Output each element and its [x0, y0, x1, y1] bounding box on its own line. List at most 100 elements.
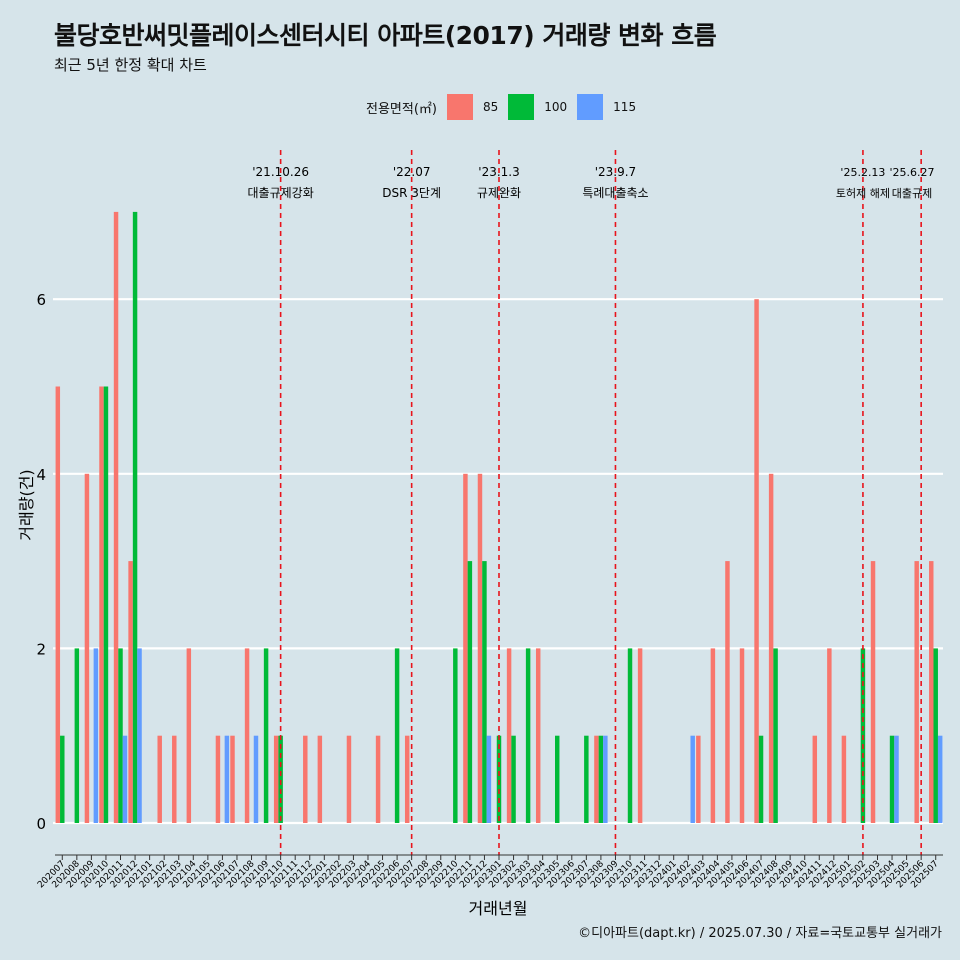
annotations: '21.10.26 대출규제강화 '22.07 DSR 3단계 '23.1.3 규제완화 '…	[248, 150, 935, 855]
bar-115-202504	[894, 735, 899, 823]
legend-swatch-100	[508, 94, 535, 120]
bar-100-202212	[482, 561, 487, 823]
bar-85-202407	[754, 299, 759, 823]
bar-85-202308	[594, 735, 599, 823]
x-axis: 2020072020082020092020102020112020122021…	[36, 854, 943, 890]
bar-85-202212	[477, 473, 483, 823]
legend-item-115: 115	[577, 94, 636, 120]
bar-85-202501	[841, 735, 847, 823]
bar-85-202406	[739, 648, 745, 823]
bar-100-202308	[598, 735, 604, 823]
legend: 전용면적(㎡) 85 100 115	[366, 94, 646, 120]
bar-85-202207	[404, 735, 410, 823]
event-date: '25.2.13	[840, 166, 885, 179]
bar-85-202311	[637, 648, 643, 823]
y-tick-label: 4	[36, 466, 46, 484]
event-date: '23.9.7	[595, 165, 636, 179]
bar-85-202110	[273, 735, 279, 823]
bar-85-202112	[303, 735, 308, 823]
bar-85-202102	[157, 735, 162, 823]
bar-100-202310	[627, 648, 633, 823]
legend-label-100: 100	[544, 100, 568, 114]
bar-85-202010	[99, 386, 104, 823]
bar-85-202304	[535, 648, 541, 823]
bar-115-202012	[137, 648, 142, 823]
bar-115-202507	[937, 735, 943, 823]
bar-85-202403	[696, 735, 701, 823]
bar-85-202104	[186, 648, 192, 823]
event-label: 대출규제	[892, 187, 932, 200]
bar-115-202212	[486, 735, 492, 823]
y-axis-title: 거래량(건)	[17, 469, 36, 540]
y-tick-label: 2	[36, 640, 46, 658]
event-date: '23.1.3	[478, 165, 519, 179]
bar-85-202011	[113, 211, 119, 823]
legend-label-85: 85	[482, 100, 499, 114]
bar-85-202507	[929, 561, 934, 823]
event-label: 규제완화	[477, 186, 521, 200]
y-axis: 0 2 4 6	[36, 291, 46, 833]
bar-100-202012	[132, 211, 138, 823]
bar-100-202008	[74, 648, 80, 823]
bar-85-202108	[244, 648, 250, 823]
bar-100-202109	[263, 648, 269, 823]
event-date: '21.10.26	[252, 165, 309, 179]
legend-item-100: 100	[508, 94, 567, 120]
bar-85-202412	[827, 648, 832, 823]
event-date: '25.6.27	[889, 166, 934, 179]
bar-100-202302	[511, 735, 516, 823]
bar-85-202106	[215, 735, 221, 823]
bar-100-202507	[933, 648, 938, 823]
bar-100-202408	[773, 648, 778, 823]
bar-100-202210	[453, 648, 458, 823]
bar-85-202411	[812, 735, 818, 823]
bar-85-202203	[346, 735, 352, 823]
bar-100-202011	[118, 648, 123, 823]
bar-85-202009	[84, 473, 90, 823]
legend-item-85: 85	[446, 94, 499, 120]
event-label: DSR 3단계	[382, 186, 441, 200]
y-tick-label: 0	[36, 815, 46, 833]
chart-subtitle: 최근 5년 한정 확대 차트	[54, 56, 207, 74]
bar-100-202301	[496, 735, 502, 823]
bar-85-202012	[128, 561, 133, 823]
bar-115-202009	[93, 648, 99, 823]
bar-115-202402	[690, 735, 695, 823]
event-date: '22.07	[393, 165, 431, 179]
bar-85-202211	[463, 473, 468, 823]
x-axis-title: 거래년월	[469, 899, 528, 918]
bar-100-202211	[467, 561, 473, 823]
bar-115-202308	[603, 735, 608, 823]
bar-115-202106	[224, 735, 230, 823]
bar-115-202108	[253, 735, 259, 823]
legend-label-115: 115	[613, 100, 637, 114]
bar-100-202110	[278, 735, 283, 823]
bar-85-202404	[710, 648, 716, 823]
y-tick-label: 6	[36, 291, 46, 309]
bar-85-202205	[375, 735, 381, 823]
bar-85-202201	[317, 735, 323, 823]
bar-85-202107	[230, 735, 235, 823]
bar-100-202007	[60, 735, 65, 823]
legend-swatch-85	[446, 94, 473, 120]
bar-100-202303	[525, 648, 531, 823]
bar-100-202010	[103, 386, 109, 823]
bar-100-202305	[554, 735, 560, 823]
bar-85-202007	[55, 386, 61, 823]
grid-lines	[53, 298, 943, 825]
bar-85-202103	[172, 735, 177, 823]
event-label: 토허제 해제	[836, 186, 890, 200]
bar-85-202302	[506, 648, 512, 823]
event-label: 대출규제강화	[248, 186, 314, 200]
bar-85-202506	[914, 561, 919, 823]
bar-85-202405	[725, 561, 730, 823]
event-label: 특례대출축소	[582, 186, 648, 200]
bar-100-202407	[758, 735, 764, 823]
bar-85-202503	[870, 561, 876, 823]
legend-title: 전용면적(㎡)	[366, 101, 437, 117]
bar-100-202307	[584, 735, 589, 823]
chart-title: 불당호반써밋플레이스센터시티 아파트(2017) 거래량 변화 흐름	[54, 21, 717, 50]
bar-100-202206	[394, 648, 400, 823]
bar-85-202408	[768, 473, 774, 823]
